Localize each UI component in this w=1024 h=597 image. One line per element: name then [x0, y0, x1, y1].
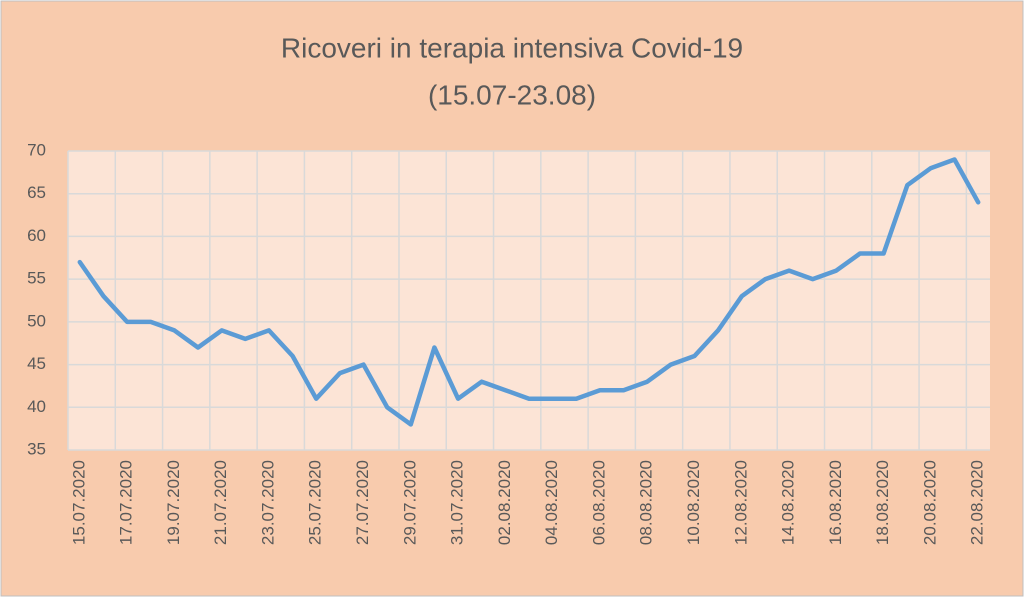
x-tick-label: 15.07.2020	[69, 460, 88, 545]
y-tick-label: 40	[27, 397, 46, 416]
y-tick-label: 65	[27, 183, 46, 202]
x-tick-label: 17.07.2020	[117, 460, 136, 545]
x-tick-label: 18.08.2020	[873, 460, 892, 545]
x-tick-label: 02.08.2020	[495, 460, 514, 545]
x-tick-label: 25.07.2020	[306, 460, 325, 545]
y-tick-label: 35	[27, 439, 46, 458]
x-tick-label: 14.08.2020	[779, 460, 798, 545]
y-tick-label: 45	[27, 354, 46, 373]
x-tick-label: 20.08.2020	[920, 460, 939, 545]
x-tick-label: 08.08.2020	[637, 460, 656, 545]
x-tick-label: 29.07.2020	[400, 460, 419, 545]
y-tick-label: 50	[27, 311, 46, 330]
chart-title: Ricoveri in terapia intensiva Covid-19	[281, 32, 743, 63]
x-tick-label: 27.07.2020	[353, 460, 372, 545]
line-series	[77, 157, 981, 427]
x-tick-label: 23.07.2020	[258, 460, 277, 545]
x-tick-label: 06.08.2020	[589, 460, 608, 545]
x-tick-label: 12.08.2020	[731, 460, 750, 545]
y-tick-label: 55	[27, 269, 46, 288]
x-tick-label: 22.08.2020	[968, 460, 987, 545]
x-tick-label: 16.08.2020	[826, 460, 845, 545]
x-tick-label: 04.08.2020	[542, 460, 561, 545]
chart-subtitle: (15.07-23.08)	[428, 79, 596, 110]
x-tick-label: 10.08.2020	[684, 460, 703, 545]
x-tick-label: 21.07.2020	[211, 460, 230, 545]
y-tick-label: 60	[27, 226, 46, 245]
x-tick-label: 19.07.2020	[164, 460, 183, 545]
plot-area	[68, 151, 990, 450]
y-tick-label: 70	[27, 140, 46, 159]
x-tick-label: 31.07.2020	[448, 460, 467, 545]
